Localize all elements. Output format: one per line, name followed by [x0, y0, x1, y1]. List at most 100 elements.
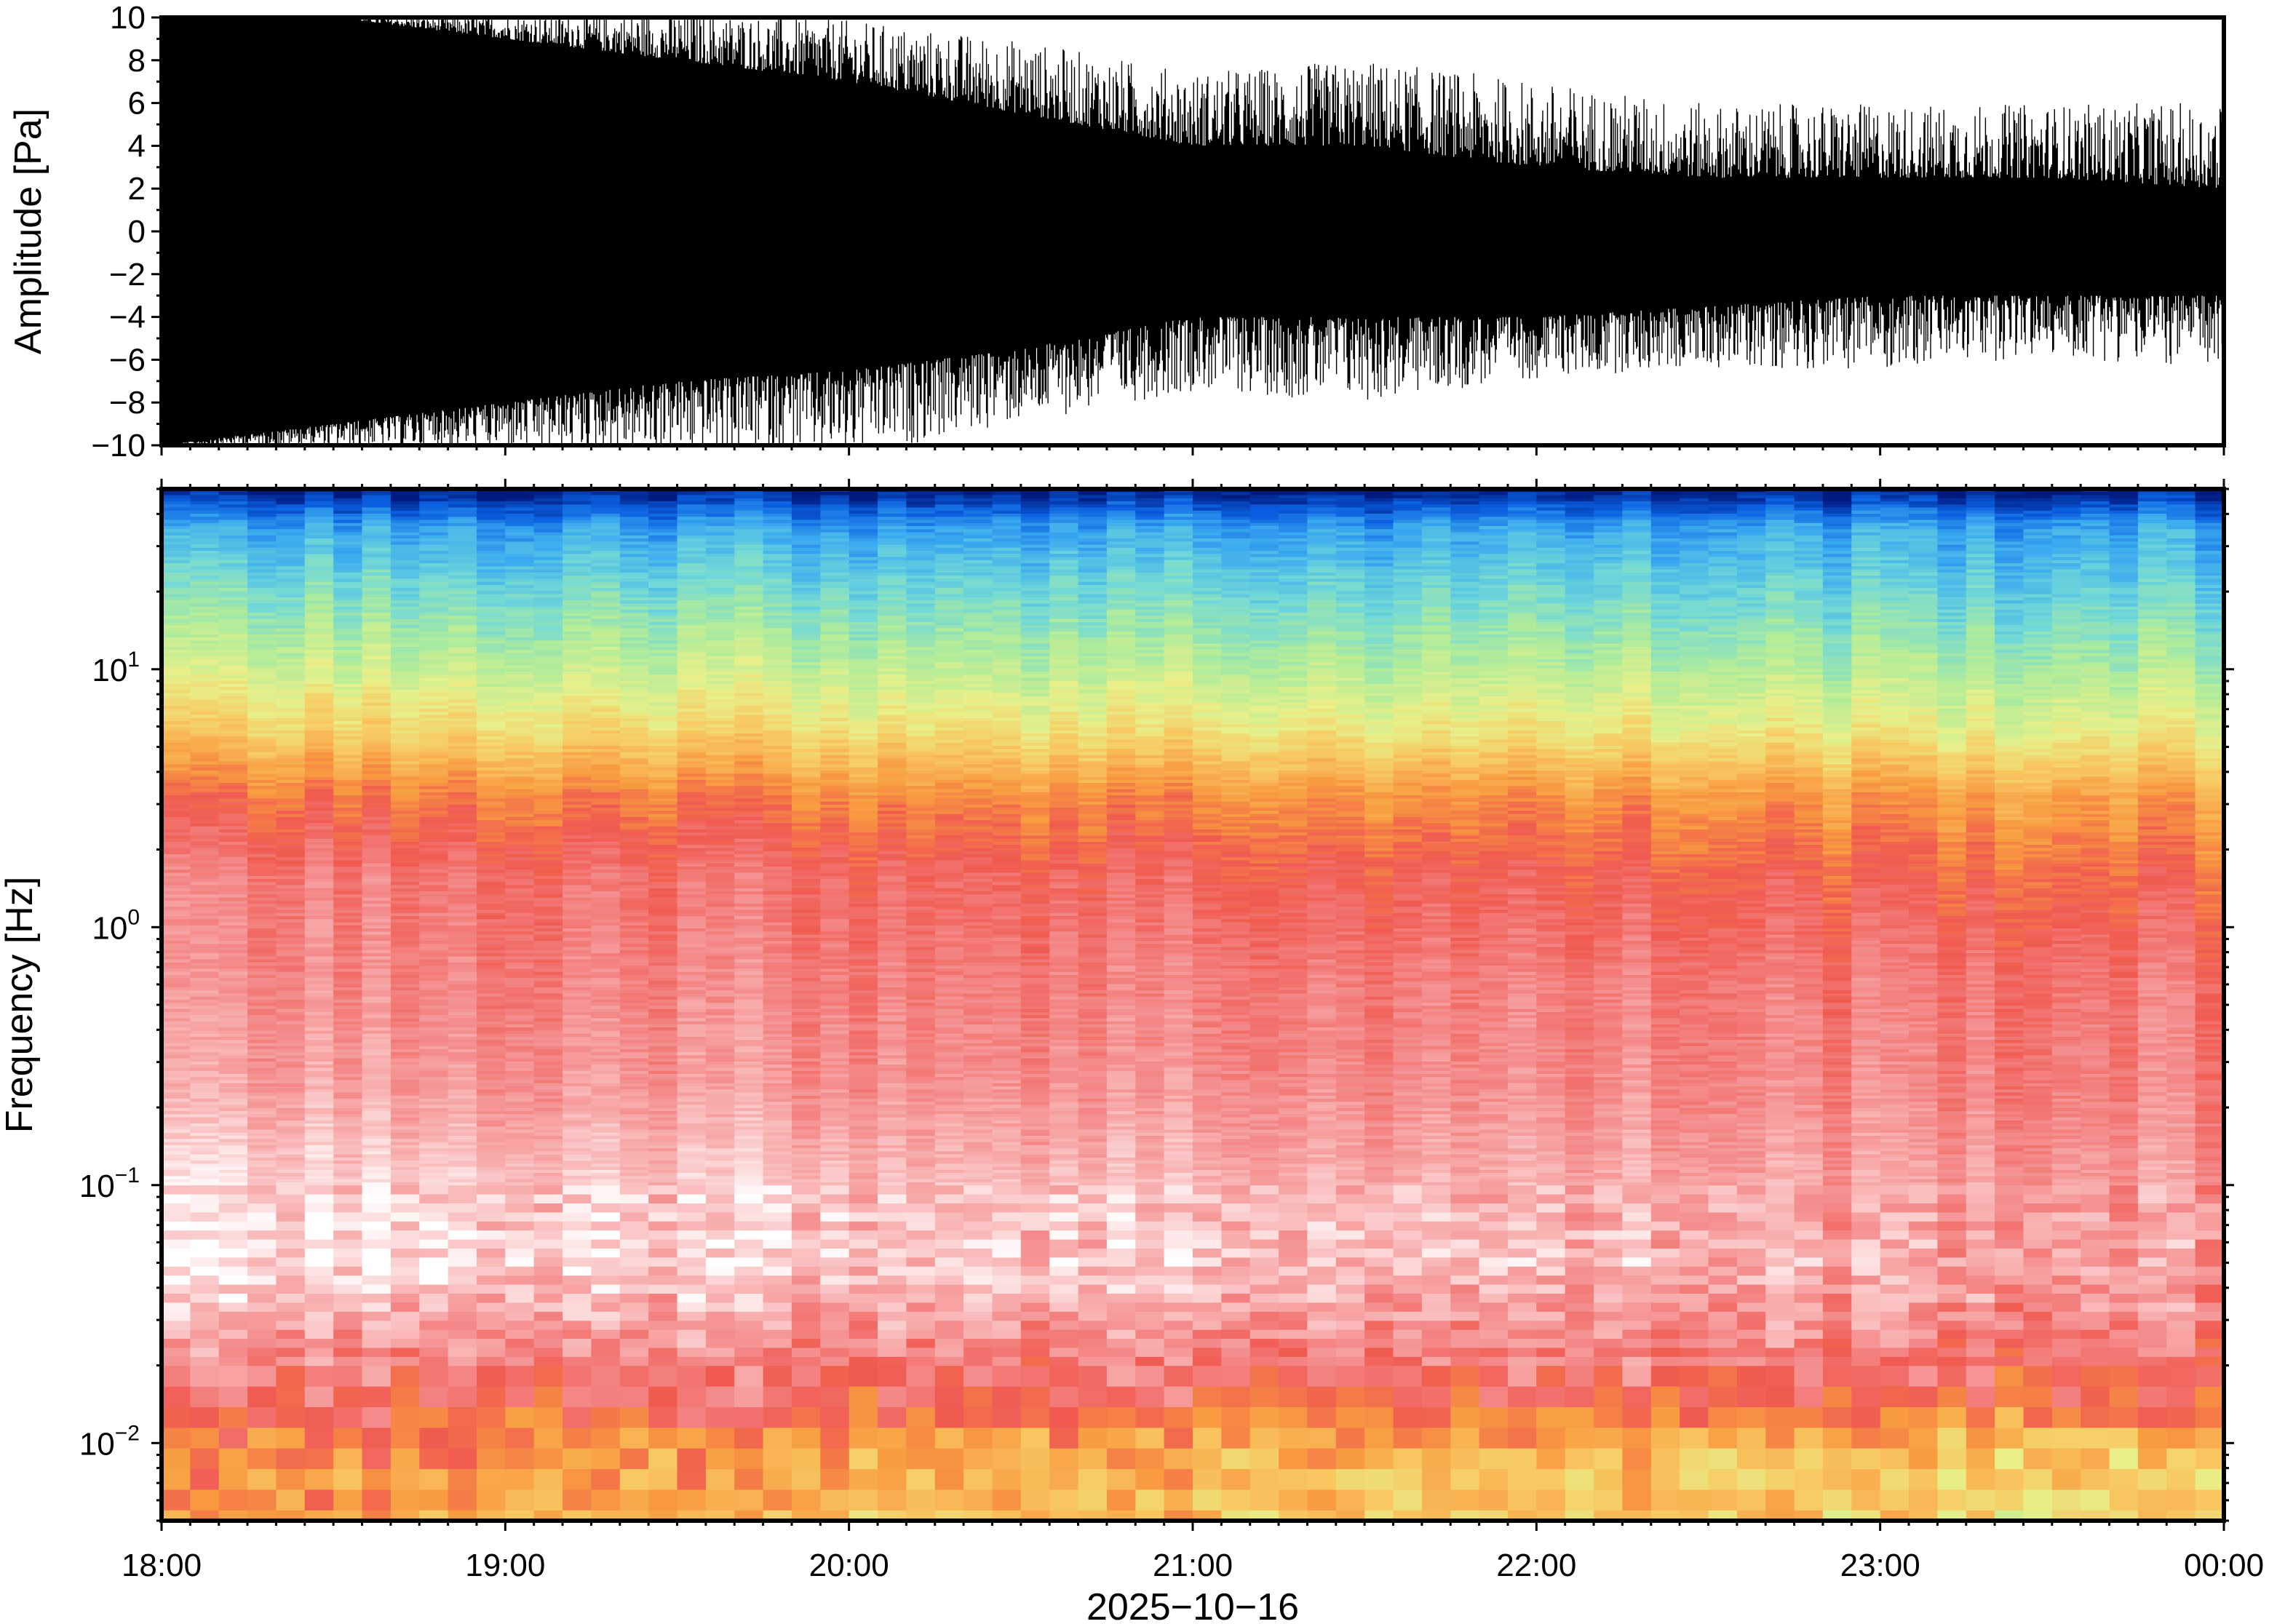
spectrogram-cell — [190, 1240, 219, 1249]
spectrogram-cell — [591, 1387, 620, 1408]
spectrogram-cell — [190, 1052, 219, 1056]
spectrogram-cell — [505, 666, 534, 669]
spectrogram-cell — [305, 1108, 334, 1112]
spectrogram-cell — [391, 511, 420, 514]
spectrogram-cell — [247, 1158, 277, 1161]
spectrogram-cell — [333, 1089, 362, 1093]
spectrogram-cell — [505, 684, 534, 688]
spectrogram-cell — [448, 1022, 477, 1025]
spectrogram-cell — [648, 1015, 677, 1019]
spectrogram-cell — [362, 1275, 392, 1285]
spectrogram-cell — [247, 873, 277, 877]
spectrogram-cell — [162, 548, 191, 552]
spectrogram-cell — [620, 576, 649, 579]
spectrogram-cell — [648, 1062, 677, 1065]
spectrogram-cell — [505, 1126, 534, 1130]
spectrogram-cell — [648, 634, 677, 638]
spectrogram-cell — [534, 672, 563, 675]
spectrogram-cell — [620, 526, 649, 530]
spectrogram-cell — [162, 560, 191, 564]
spectrogram-cell — [477, 674, 506, 678]
spectrogram-cell — [305, 674, 334, 678]
spectrogram-cell — [305, 1182, 334, 1186]
spectrogram-cell — [648, 517, 677, 520]
spectrogram-cell — [276, 656, 305, 660]
spectrogram-cell — [706, 607, 735, 610]
spectrogram-cell — [505, 557, 534, 561]
spectrogram-cell — [219, 1339, 248, 1348]
spectrogram-cell — [477, 1167, 506, 1171]
spectrogram-cell — [563, 616, 592, 619]
spectrogram-cell — [333, 1111, 362, 1115]
spectrogram-cell — [648, 1108, 677, 1112]
spectrogram-cell — [333, 1040, 362, 1043]
spectrogram-cell — [505, 882, 534, 885]
spectrogram-cell — [648, 1114, 677, 1118]
spectrogram-cell — [333, 1121, 362, 1124]
spectrogram-cell — [419, 765, 448, 768]
spectrogram-cell — [648, 1182, 677, 1186]
spectrogram-cell — [276, 1185, 305, 1195]
spectrogram-cell — [534, 573, 563, 576]
spectrogram-cell — [477, 802, 506, 805]
spectrogram-cell — [362, 802, 392, 805]
spectrogram-cell — [247, 1133, 277, 1137]
spectrogram-cell — [419, 1321, 448, 1330]
spectrogram-cell — [362, 634, 392, 638]
spectrogram-cell — [505, 724, 534, 728]
spectrogram-cell — [534, 885, 563, 889]
spectrogram-cell — [190, 672, 219, 675]
spectrogram-cell — [505, 1240, 534, 1249]
spectrogram-cell — [162, 829, 191, 833]
spectrogram-cell — [333, 709, 362, 712]
spectrogram-cell — [162, 520, 191, 524]
spectrogram-cell — [534, 820, 563, 824]
spectrogram-cell — [391, 1302, 420, 1312]
spectrogram-cell — [362, 1387, 392, 1408]
spectrogram-cell — [448, 594, 477, 598]
spectrogram-cell — [534, 857, 563, 861]
spectrogram-cell — [276, 1407, 305, 1428]
spectrogram-cell — [190, 554, 219, 557]
spectrogram-cell — [391, 492, 420, 495]
spectrogram-cell — [620, 913, 649, 917]
spectrogram-cell — [620, 731, 649, 734]
spectrogram-cell — [648, 842, 677, 845]
spectrogram-cell — [534, 851, 563, 855]
spectrogram-cell — [219, 773, 248, 777]
spectrogram-cell — [591, 656, 620, 660]
spectrogram-cell — [448, 904, 477, 907]
spectrogram-cell — [362, 696, 392, 700]
spectrogram-cell — [333, 1105, 362, 1109]
spectrogram-cell — [333, 526, 362, 530]
spectrogram-cell — [534, 1330, 563, 1340]
spectrogram-cell — [305, 607, 334, 610]
spectrogram-cell — [162, 981, 191, 984]
spectrogram-cell — [534, 1185, 563, 1195]
spectrogram-cell — [247, 662, 277, 666]
spectrogram-cell — [591, 504, 620, 508]
spectrogram-cell — [333, 931, 362, 935]
spectrogram-cell — [219, 619, 248, 623]
spectrogram-cell — [276, 563, 305, 567]
spectrogram-cell — [648, 600, 677, 604]
spectrogram-cell — [247, 1009, 277, 1013]
spectrogram-cell — [219, 504, 248, 508]
spectrogram-cell — [391, 640, 420, 644]
spectrogram-cell — [419, 632, 448, 635]
spectrogram-cell — [391, 792, 420, 796]
spectrogram-cell — [477, 984, 506, 988]
spectrogram-cell — [219, 749, 248, 752]
spectrogram-cell — [448, 755, 477, 759]
spectrogram-cell — [333, 1034, 362, 1038]
spectrogram-cell — [190, 1139, 219, 1142]
spectrogram-cell — [620, 1490, 649, 1511]
spectrogram-cell — [190, 1024, 219, 1028]
spectrogram-cell — [706, 681, 735, 685]
spectrogram-cell — [247, 1056, 277, 1059]
spectrogram-cell — [219, 758, 248, 762]
spectrogram-cell — [563, 523, 592, 527]
spectrogram-cell — [448, 1285, 477, 1294]
spectrogram-cell — [448, 706, 477, 709]
spectrogram-cell — [620, 956, 649, 960]
